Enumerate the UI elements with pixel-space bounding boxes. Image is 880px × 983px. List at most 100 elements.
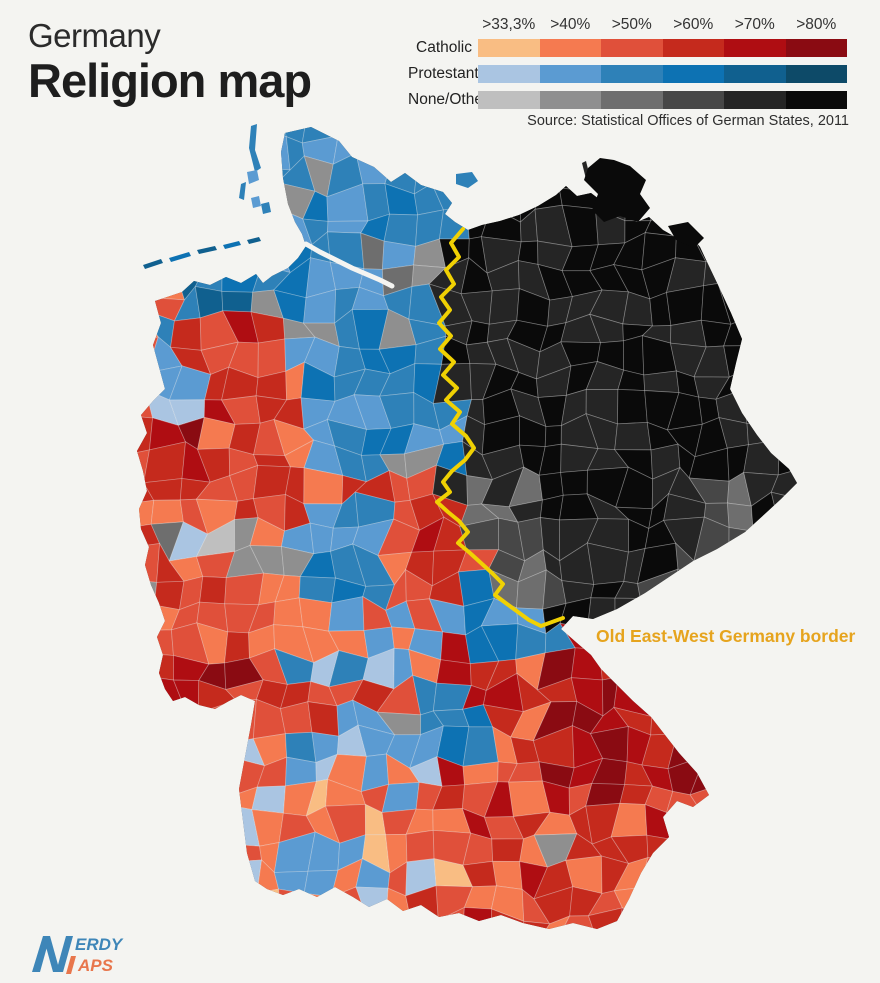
logo-graphic: ERDY APS	[32, 935, 124, 975]
district-cell	[251, 785, 286, 814]
district-cell	[778, 317, 797, 347]
district-cell	[146, 137, 177, 160]
district-cell	[744, 652, 777, 690]
district-cell	[309, 939, 336, 962]
district-cell	[200, 734, 236, 759]
district-cell	[808, 655, 823, 687]
district-cell	[716, 784, 760, 813]
district-cell	[488, 288, 520, 325]
district-cell	[674, 839, 707, 863]
district-cell	[145, 757, 180, 796]
district-cell	[221, 892, 265, 926]
district-cell	[806, 679, 836, 714]
legend-cell-p4	[662, 65, 724, 83]
district-cell	[749, 345, 780, 368]
district-cell	[769, 674, 797, 715]
district-cell	[801, 938, 825, 975]
district-cell	[137, 857, 159, 895]
district-cell	[793, 413, 797, 453]
island-nordstrand	[261, 202, 271, 214]
legend-cell-c5	[724, 39, 786, 57]
district-cell	[513, 942, 538, 968]
district-cell	[303, 892, 343, 923]
district-cell	[455, 137, 496, 169]
district-cell	[137, 778, 152, 817]
district-cell	[168, 830, 212, 867]
district-cell	[722, 558, 756, 588]
district-cell	[303, 869, 339, 898]
district-cell	[772, 365, 797, 390]
district-cell	[137, 759, 152, 796]
district-cell	[137, 578, 158, 610]
district-cell	[767, 781, 797, 815]
district-cell	[492, 860, 523, 890]
district-cell	[178, 751, 205, 787]
district-cell	[794, 439, 797, 472]
district-cell	[137, 499, 155, 529]
district-cell	[570, 647, 603, 681]
district-cell	[716, 195, 759, 217]
district-cell	[508, 160, 550, 188]
district-cell	[542, 167, 568, 189]
district-cell	[722, 162, 758, 198]
district-cell	[751, 294, 783, 319]
island-foehr	[247, 170, 259, 184]
district-cell	[793, 497, 797, 526]
district-cell	[137, 543, 161, 583]
district-cell	[279, 916, 316, 929]
district-cell	[492, 127, 510, 167]
district-cell	[143, 732, 186, 765]
district-cell	[799, 866, 829, 897]
district-cell	[169, 195, 209, 221]
district-cell	[137, 677, 160, 718]
district-cell	[638, 883, 679, 919]
district-cell	[777, 439, 797, 476]
district-cell	[692, 810, 730, 847]
district-cell	[154, 185, 174, 216]
legend-cell-p1	[478, 65, 540, 83]
district-cell	[148, 653, 174, 681]
district-cell	[644, 803, 676, 841]
district-cell	[211, 938, 231, 968]
district-cell	[794, 569, 797, 602]
legend-cell-c2	[539, 39, 601, 57]
district-cell	[778, 909, 797, 929]
district-cell	[298, 597, 333, 632]
district-cell	[740, 909, 782, 929]
district-cell	[170, 131, 211, 166]
district-cell	[666, 812, 707, 841]
district-cell	[170, 317, 202, 351]
district-cell	[402, 917, 441, 929]
district-cell	[181, 700, 202, 736]
district-cell	[207, 210, 239, 241]
district-cell	[251, 207, 282, 249]
district-cell	[800, 185, 821, 218]
district-cell	[771, 652, 797, 680]
district-cell	[196, 861, 239, 899]
district-cell	[774, 206, 797, 237]
district-cell	[746, 153, 778, 198]
district-cell	[717, 258, 753, 299]
district-cell	[137, 737, 153, 765]
district-cell	[649, 646, 665, 689]
district-cell	[650, 681, 673, 718]
elbe-river	[303, 241, 395, 289]
district-cell	[351, 935, 393, 975]
district-cell	[169, 127, 206, 139]
district-cell	[774, 726, 797, 762]
legend-row-catholic: Catholic	[408, 39, 847, 57]
district-cell	[723, 345, 757, 378]
district-cell	[742, 261, 776, 299]
legend-threshold-0: >33,3%	[482, 16, 536, 33]
district-cell	[617, 648, 652, 689]
title-kicker: Germany	[28, 17, 161, 54]
district-cell	[727, 810, 760, 847]
island-sylt	[249, 124, 261, 172]
district-cell	[770, 294, 797, 327]
district-cell	[333, 915, 369, 929]
district-cell	[303, 915, 343, 929]
legend-row-label: Catholic	[416, 39, 472, 56]
district-cell	[646, 834, 680, 862]
district-cell	[225, 859, 263, 899]
